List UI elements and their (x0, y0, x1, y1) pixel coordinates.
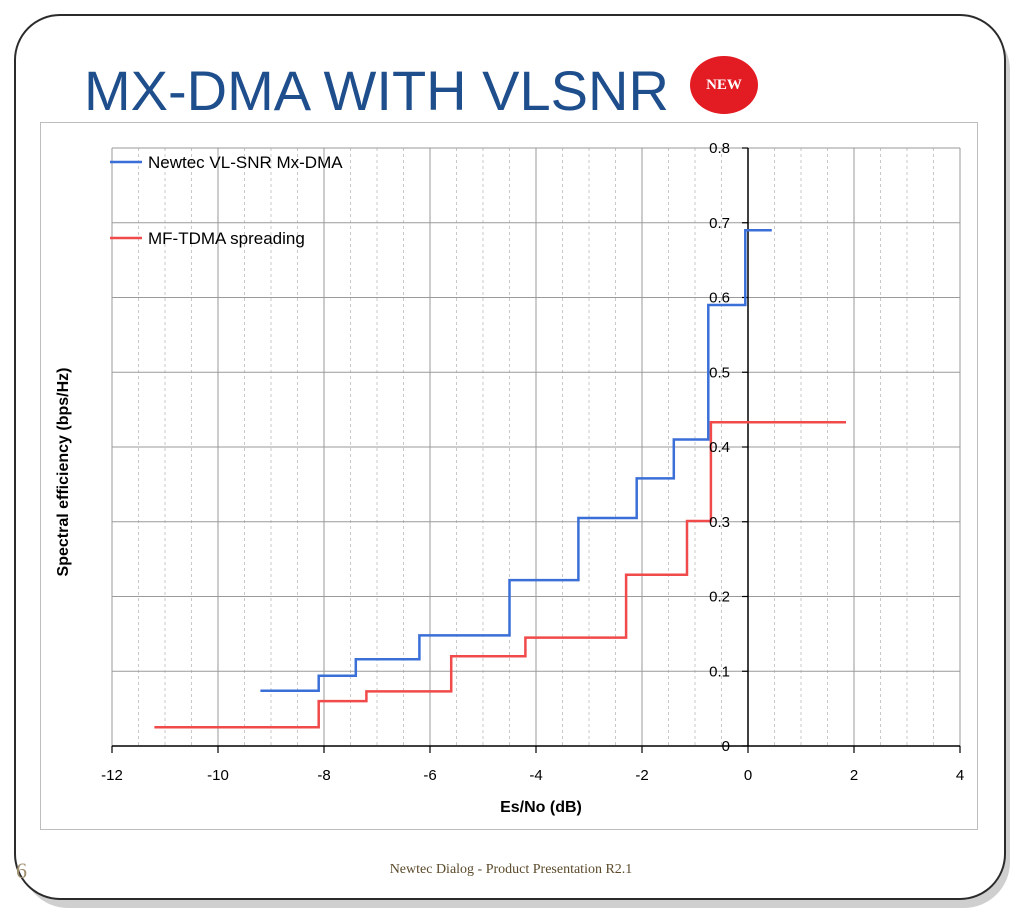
y-tick-label: 0.1 (709, 663, 730, 680)
y-tick-label: 0.2 (709, 589, 730, 606)
series-line (260, 228, 772, 692)
x-tick-label: -8 (317, 767, 330, 784)
x-tick-label: -12 (101, 767, 123, 784)
series-lines (154, 228, 846, 729)
x-tick-label: -2 (635, 767, 648, 784)
legend-label: Newtec VL-SNR Mx-DMA (148, 153, 343, 172)
x-tick-label: 0 (744, 767, 752, 784)
new-badge: NEW (690, 56, 758, 114)
slide-title: MX-DMA WITH VLSNR (84, 59, 669, 122)
tick-labels: -12 -10 -8 -6 -4 -2 0 2 4 0 0.1 0.2 0.3 0.4 0.5 0.6 0.7 0… (101, 140, 964, 784)
page-number: 6 (16, 858, 27, 883)
y-tick-label: 0.7 (709, 215, 730, 232)
footer-text: Newtec Dialog - Product Presentation R2.… (389, 862, 633, 877)
axes (111, 147, 961, 753)
x-tick-label: 2 (850, 767, 858, 784)
x-tick-label: 4 (956, 767, 964, 784)
y-tick-label: 0 (722, 738, 730, 755)
y-tick-label: 0.3 (709, 514, 730, 531)
x-tick-label: -10 (207, 767, 229, 784)
y-axis-label: Spectral efficiency (bps/Hz) (55, 368, 72, 577)
x-tick-label: -6 (423, 767, 436, 784)
major-grid (111, 147, 961, 747)
series-line (154, 421, 846, 729)
y-tick-label: 0.5 (709, 364, 730, 381)
x-tick-label: -4 (529, 767, 542, 784)
y-tick-label: 0.6 (709, 290, 730, 307)
legend-label: MF-TDMA spreading (148, 229, 305, 248)
y-tick-label: 0.4 (709, 439, 730, 456)
x-axis-label: Es/No (dB) (500, 799, 582, 816)
legend: Newtec VL-SNR Mx-DMA MF-TDMA spreading (110, 153, 343, 248)
y-tick-label: 0.8 (709, 140, 730, 157)
